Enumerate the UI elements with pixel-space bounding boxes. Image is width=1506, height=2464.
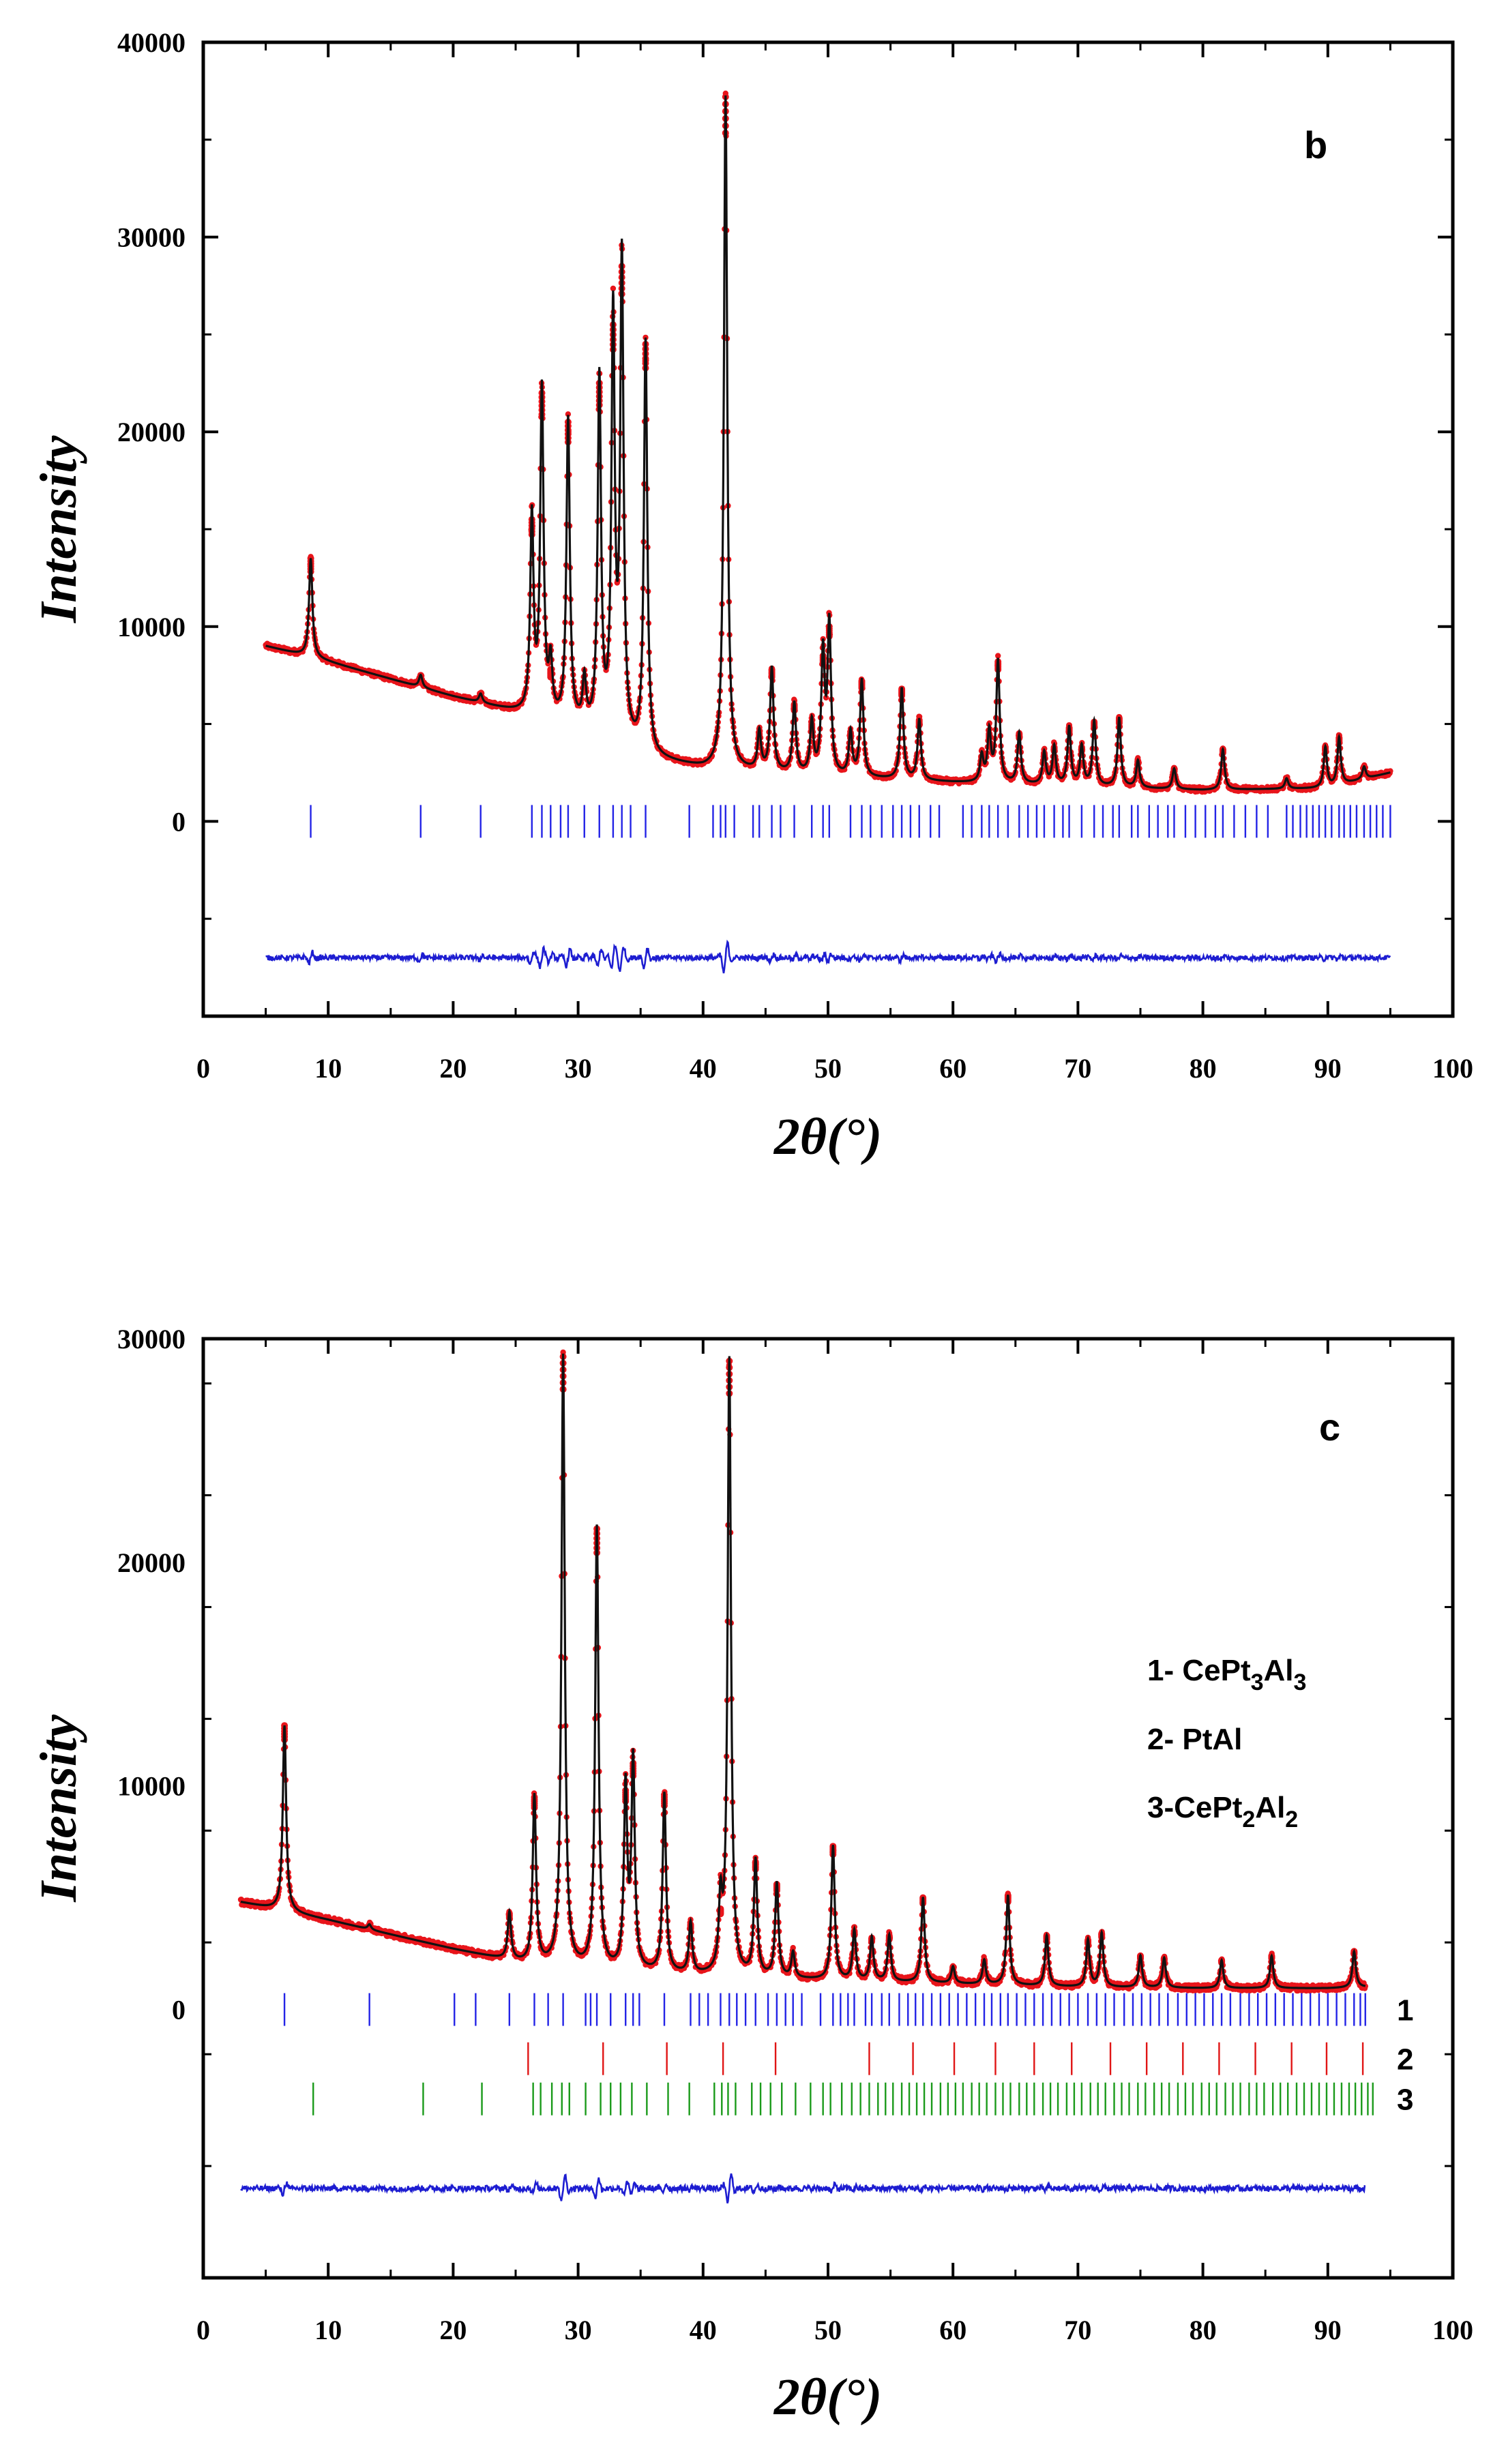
bragg-row-main — [310, 805, 1391, 838]
chart-panel-b: 0 10 20 30 40 50 60 70 80 90 100 0 10000 20000 30000 40… — [30, 27, 1473, 1166]
x-tick-label: 20 — [439, 1053, 467, 1084]
x-tick-label: 70 — [1064, 1053, 1091, 1084]
x-tick-label: 0 — [196, 1053, 210, 1084]
y-tick-label: 0 — [172, 806, 186, 837]
y-tick-label: 40000 — [117, 27, 186, 58]
observed-point — [610, 285, 617, 292]
y-tick-label: 30000 — [117, 222, 186, 253]
plot-frame — [201, 40, 1455, 1018]
x-tick-label: 10 — [314, 1053, 342, 1084]
y-tick-label: 10000 — [117, 612, 186, 642]
x-tick-label: 50 — [814, 1053, 842, 1084]
x-tick-label: 90 — [1314, 1053, 1342, 1084]
observed-point — [565, 411, 572, 417]
y-tick-label: 20000 — [117, 417, 186, 447]
x-tick-label: 30 — [565, 1053, 592, 1084]
axes: 0 10 20 30 40 50 60 70 80 90 100 0 10000 20000 30000 40… — [117, 27, 1473, 1084]
x-tick-label: 80 — [1190, 1053, 1217, 1084]
observed-point — [643, 334, 649, 341]
chart-panel-c: 123 0 10 20 30 40 50 60 70 80 90 10001000020000300… — [30, 1324, 1473, 2426]
x-tick-label: 100 — [1432, 1053, 1473, 1084]
y-axis-title: Intensity — [30, 435, 87, 623]
x-tick-label: 60 — [939, 1053, 966, 1084]
x-tick-label: 40 — [690, 1053, 717, 1084]
plot-content: 123 — [237, 1349, 1413, 2203]
difference-series — [265, 939, 1391, 974]
panel-label: b — [1304, 123, 1327, 166]
x-axis-title: 2θ(°) — [773, 1108, 882, 1166]
plot-content — [263, 90, 1393, 974]
